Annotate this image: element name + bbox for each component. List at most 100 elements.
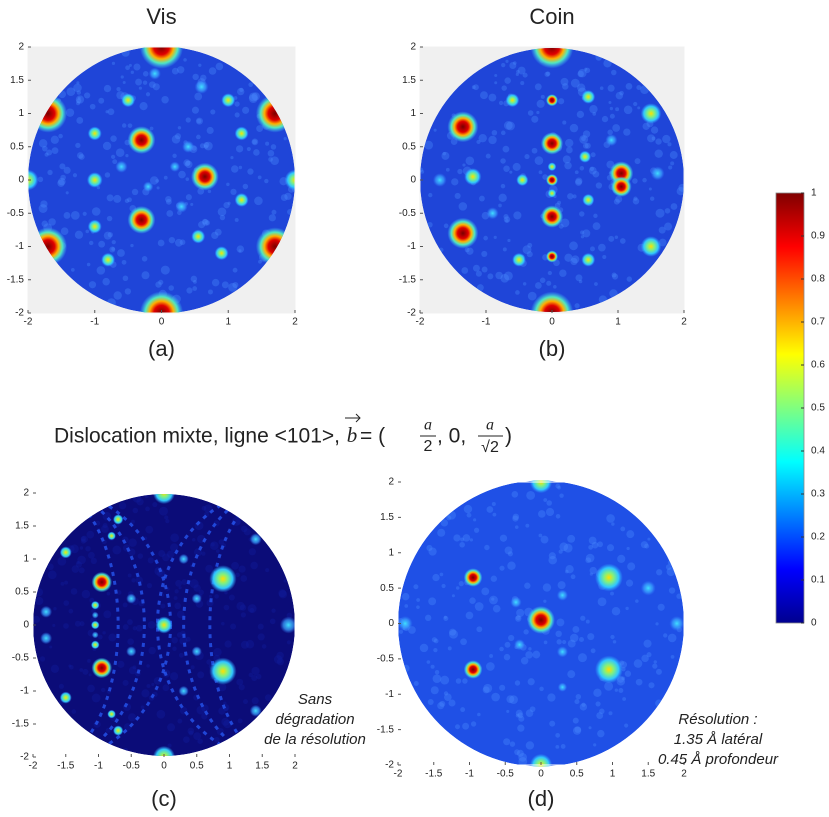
speckle xyxy=(170,672,179,681)
speckle xyxy=(558,223,564,229)
formula: b = ( a 2 , 0, a √2 ) xyxy=(345,413,512,456)
speckle xyxy=(505,59,509,63)
y-tick-label: -1 xyxy=(385,689,394,700)
speckle xyxy=(235,519,241,525)
y-tick-label: -1 xyxy=(407,241,416,252)
formula-num: a xyxy=(424,417,432,434)
spot xyxy=(214,246,229,261)
spot xyxy=(578,150,592,163)
speckle xyxy=(188,730,194,736)
speckle xyxy=(74,230,84,239)
speckle xyxy=(187,727,195,735)
speckle xyxy=(455,678,462,684)
speckle xyxy=(77,555,86,565)
speckle xyxy=(518,715,525,722)
speckle xyxy=(131,578,136,583)
speckle xyxy=(160,603,166,609)
speckle xyxy=(102,631,106,635)
spot xyxy=(127,206,156,234)
speckle xyxy=(475,270,482,277)
speckle xyxy=(543,498,548,502)
speckle xyxy=(102,522,108,529)
speckle xyxy=(171,67,179,75)
speckle xyxy=(580,235,585,239)
speckle xyxy=(271,608,276,613)
speckle xyxy=(504,546,513,555)
speckle xyxy=(592,112,597,116)
speckle xyxy=(223,604,230,611)
speckle xyxy=(252,139,258,145)
speckle xyxy=(454,724,460,730)
speckle xyxy=(66,87,76,97)
speckle xyxy=(240,525,248,533)
formula-den: 2 xyxy=(424,438,433,455)
spot xyxy=(91,571,112,593)
y-tick-label: 1.5 xyxy=(15,521,29,532)
speckle xyxy=(658,226,666,234)
speckle xyxy=(100,687,106,693)
speckle xyxy=(124,288,132,295)
speckle xyxy=(138,86,142,90)
speckle xyxy=(578,279,583,284)
speckle xyxy=(276,658,285,666)
speckle xyxy=(587,633,595,641)
speckle xyxy=(140,705,145,710)
speckle xyxy=(60,581,65,586)
speckle xyxy=(273,655,283,664)
speckle xyxy=(195,117,203,125)
speckle xyxy=(612,273,619,280)
speckle xyxy=(109,246,116,253)
speckle xyxy=(166,550,175,559)
speckle xyxy=(232,267,238,273)
speckle xyxy=(257,623,264,630)
annotation: de la résolution xyxy=(264,731,366,748)
y-tick-label: 1 xyxy=(410,108,416,119)
speckle xyxy=(65,108,75,117)
speckle xyxy=(72,173,78,178)
speckle xyxy=(199,143,205,149)
spot xyxy=(209,657,237,685)
speckle xyxy=(157,239,165,247)
speckle xyxy=(190,275,198,283)
speckle xyxy=(574,303,580,309)
speckle xyxy=(527,242,533,248)
y-tick-label: -0.5 xyxy=(377,654,395,665)
x-tick-label: 0.5 xyxy=(570,769,584,780)
speckle xyxy=(482,686,490,694)
speckle xyxy=(608,100,612,104)
speckle xyxy=(614,688,618,692)
speckle xyxy=(514,525,519,529)
speckle xyxy=(189,579,199,589)
speckle xyxy=(457,168,463,175)
speckle xyxy=(198,589,204,596)
speckle xyxy=(152,501,158,508)
spot xyxy=(545,173,559,187)
colorbar-tick-label: 0.1 xyxy=(811,575,825,586)
speckle xyxy=(185,160,191,166)
speckle xyxy=(560,744,566,749)
speckle xyxy=(217,207,227,217)
speckle xyxy=(479,195,485,202)
speckle xyxy=(483,235,488,241)
speckle xyxy=(250,561,258,570)
spot xyxy=(512,252,526,267)
speckle xyxy=(82,668,89,675)
speckle xyxy=(582,130,591,138)
x-tick-label: 2 xyxy=(681,317,687,328)
y-tick-label: -1 xyxy=(20,686,29,697)
colorbar-tick-label: 0.6 xyxy=(811,360,825,371)
speckle xyxy=(556,639,562,645)
speckle xyxy=(603,59,612,68)
speckle xyxy=(624,723,629,728)
speckle xyxy=(80,535,89,543)
spot xyxy=(530,48,574,69)
speckle xyxy=(145,506,150,512)
spot xyxy=(432,173,447,187)
speckle xyxy=(98,97,105,104)
speckle xyxy=(664,222,673,231)
speckle xyxy=(477,712,481,717)
spot xyxy=(486,207,499,220)
speckle xyxy=(543,640,548,645)
speckle xyxy=(60,227,69,236)
speckle xyxy=(433,647,438,653)
